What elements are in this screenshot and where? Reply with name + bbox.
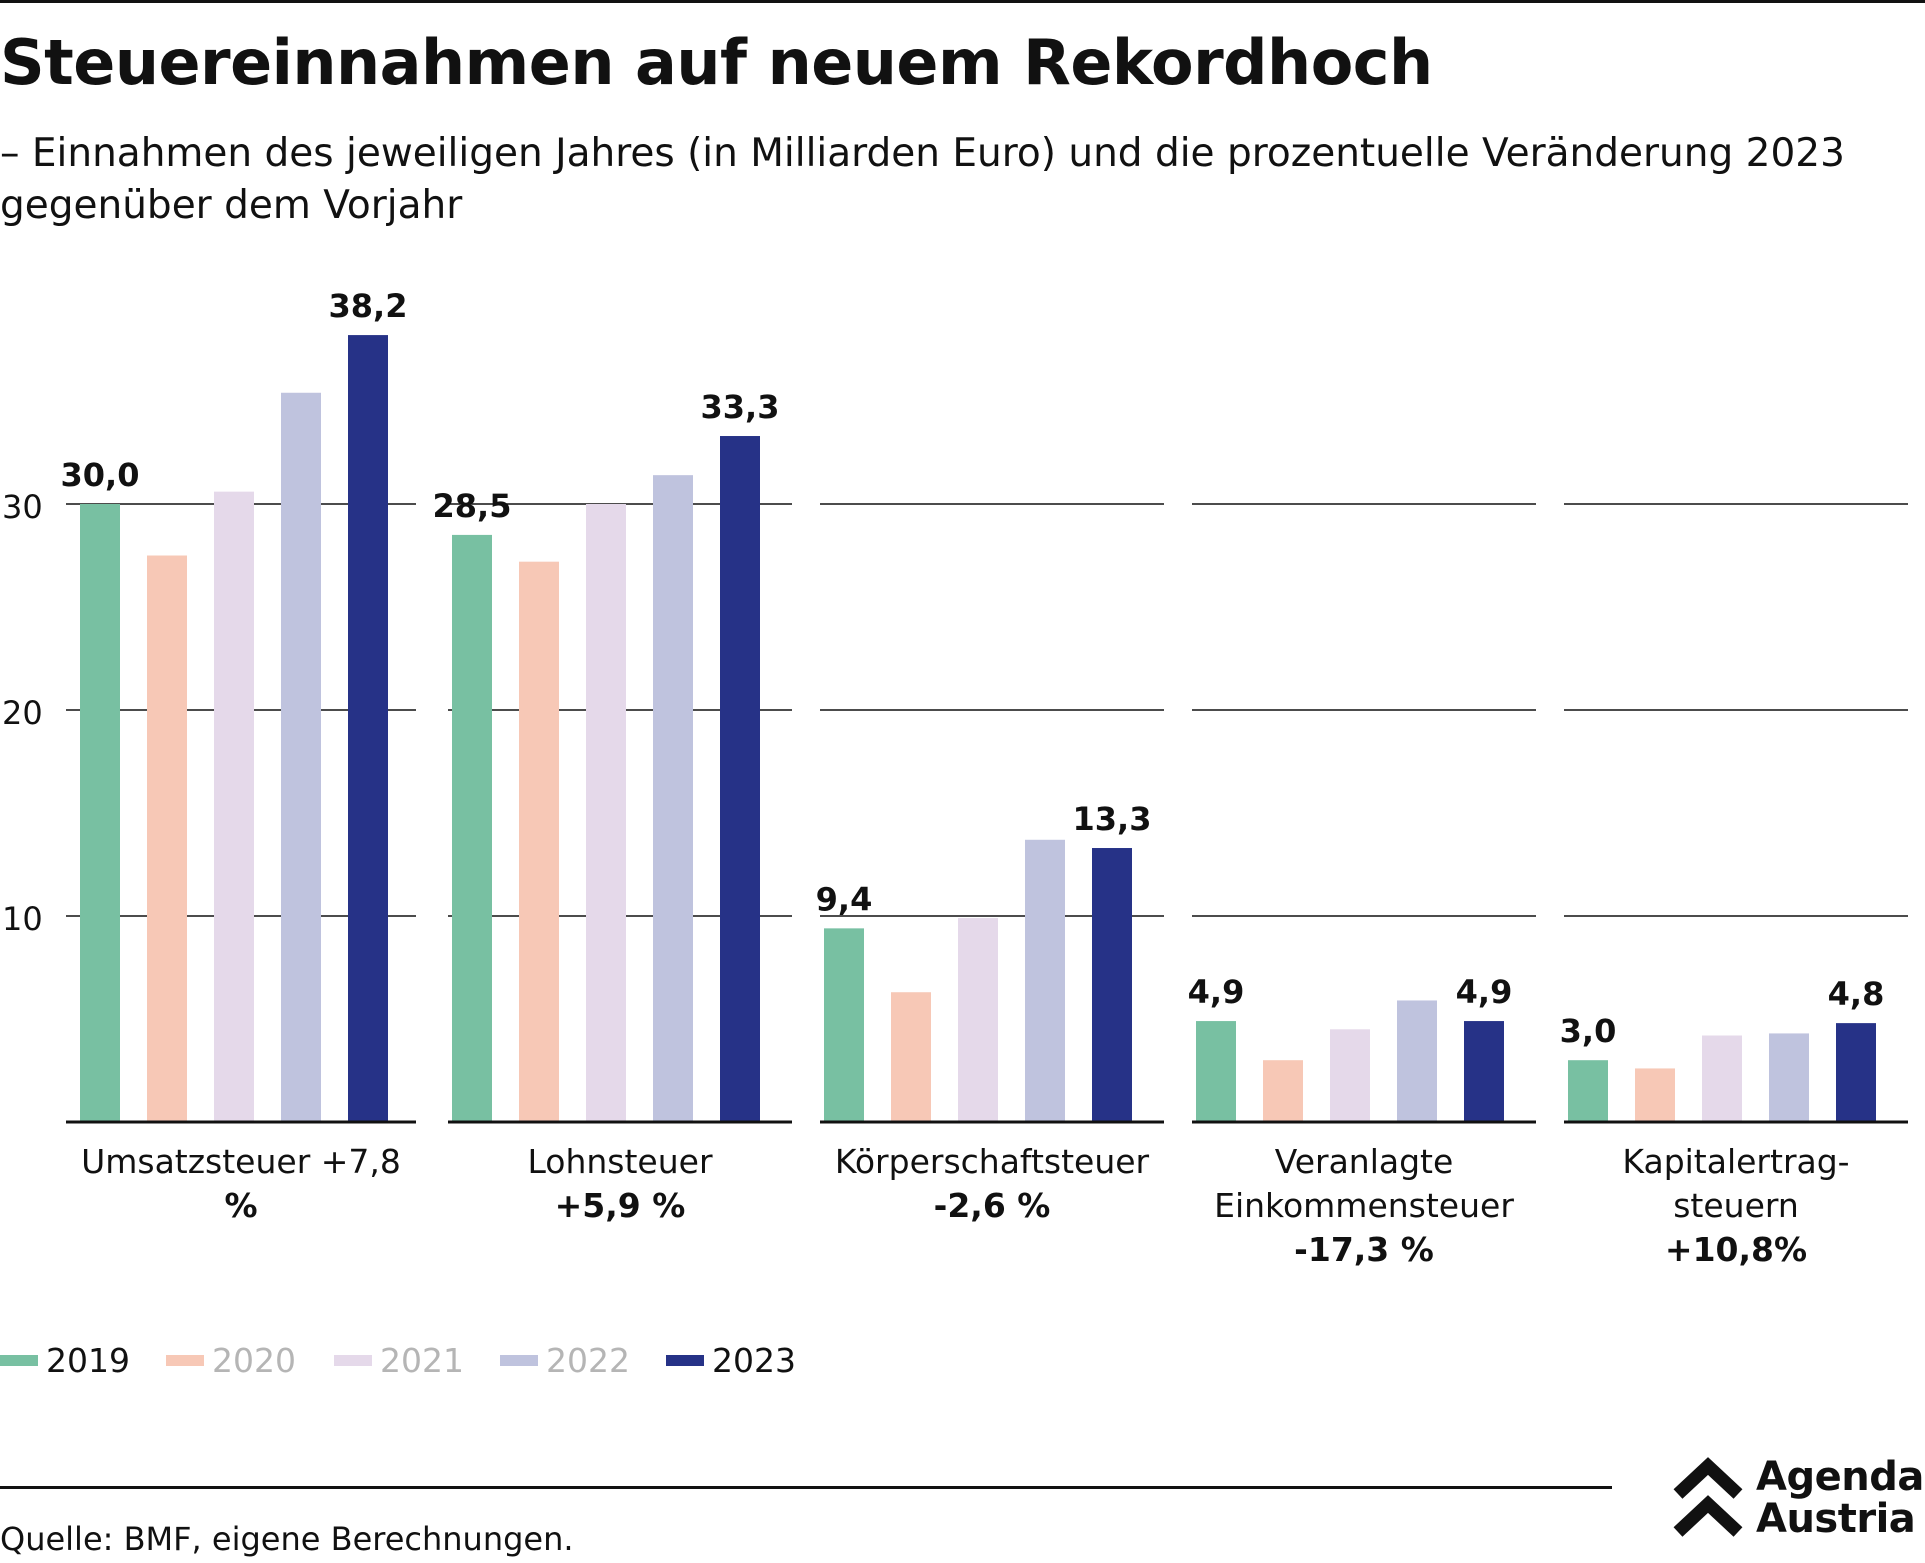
legend-label-2020: 2020 — [212, 1341, 296, 1380]
legend-label-2022: 2022 — [546, 1341, 630, 1380]
category-label: % — [224, 1186, 257, 1225]
bar-2021 — [586, 504, 626, 1122]
bar-2020 — [519, 561, 559, 1122]
bar-2019 — [1568, 1060, 1608, 1122]
category-label: -17,3 % — [1294, 1230, 1434, 1269]
data-label: 30,0 — [61, 456, 140, 494]
y-tick-label: 10 — [2, 900, 43, 938]
legend-swatch-2021 — [334, 1355, 372, 1366]
bar-2022 — [653, 475, 693, 1122]
legend-swatch-2019 — [0, 1355, 38, 1366]
data-label: 9,4 — [816, 880, 873, 918]
bar-2020 — [1635, 1068, 1675, 1122]
chart-title: Steuereinnahmen auf neuem Rekordhoch — [0, 26, 1433, 99]
bar-2021 — [1702, 1035, 1742, 1122]
data-label: 38,2 — [329, 287, 408, 325]
agenda-austria-logo: Agenda Austria — [1672, 1454, 1925, 1554]
category-label: Einkommensteuer — [1214, 1186, 1514, 1225]
bar-2021 — [958, 918, 998, 1122]
bar-2022 — [1025, 839, 1065, 1122]
bar-2019 — [1196, 1021, 1236, 1122]
bar-2021 — [1330, 1029, 1370, 1122]
bar-2020 — [147, 555, 187, 1122]
bar-2021 — [214, 491, 254, 1122]
y-tick-label: 30 — [2, 488, 43, 526]
legend-swatch-2023 — [666, 1355, 704, 1366]
bar-2023 — [720, 436, 760, 1122]
data-label: 33,3 — [701, 388, 780, 426]
bar-chart: 10 20 30 30,0 38,2 Umsatzsteuer +7,8% 28,5 33,3… — [0, 287, 1908, 1380]
category-label: Veranlagte — [1275, 1142, 1454, 1181]
data-label: 4,8 — [1828, 975, 1885, 1013]
data-label: 4,9 — [1188, 973, 1245, 1011]
bar-2022 — [281, 392, 321, 1122]
chart-subtitle: – Einnahmen des jeweiligen Jahres (in Mi… — [0, 131, 1845, 228]
legend-label-2023: 2023 — [712, 1341, 796, 1380]
bar-2019 — [824, 928, 864, 1122]
y-tick-label: 20 — [2, 694, 43, 732]
data-label: 3,0 — [1560, 1012, 1617, 1050]
bar-2019 — [452, 534, 492, 1122]
bar-2023 — [1836, 1023, 1876, 1122]
bar-2023 — [1092, 848, 1132, 1122]
legend-swatch-2020 — [166, 1355, 204, 1366]
bar-2022 — [1397, 1000, 1437, 1122]
top-rule — [0, 0, 1925, 3]
bar-2020 — [1263, 1060, 1303, 1122]
category-label: -2,6 % — [934, 1186, 1051, 1225]
bar-2022 — [1769, 1033, 1809, 1122]
bar-2023 — [1464, 1021, 1504, 1122]
logo-text-line1: Agenda — [1756, 1454, 1924, 1500]
legend-label-2019: 2019 — [46, 1341, 130, 1380]
category-label: Kapitalertrag- — [1622, 1142, 1849, 1181]
category-label: Umsatzsteuer +7,8 — [81, 1142, 401, 1181]
source-note: Quelle: BMF, eigene Berechnungen. — [0, 1520, 574, 1558]
bar-2019 — [80, 504, 120, 1122]
bottom-rule — [0, 1486, 1612, 1489]
logo-text: Agenda Austria — [1756, 1456, 1924, 1540]
data-label: 4,9 — [1456, 973, 1513, 1011]
category-label: Körperschaftsteuer — [835, 1142, 1150, 1181]
category-label: +10,8% — [1665, 1230, 1807, 1269]
legend-label-2021: 2021 — [380, 1341, 464, 1380]
data-label: 13,3 — [1073, 800, 1152, 838]
bar-2023 — [348, 335, 388, 1123]
category-label: +5,9 % — [555, 1186, 686, 1225]
legend-swatch-2022 — [500, 1355, 538, 1366]
category-label: Lohnsteuer — [527, 1142, 712, 1181]
category-label: steuern — [1673, 1186, 1799, 1225]
double-chevron-up-icon — [1673, 1457, 1743, 1537]
data-label: 28,5 — [433, 487, 512, 525]
bar-2020 — [891, 992, 931, 1122]
logo-text-line2: Austria — [1756, 1496, 1916, 1542]
